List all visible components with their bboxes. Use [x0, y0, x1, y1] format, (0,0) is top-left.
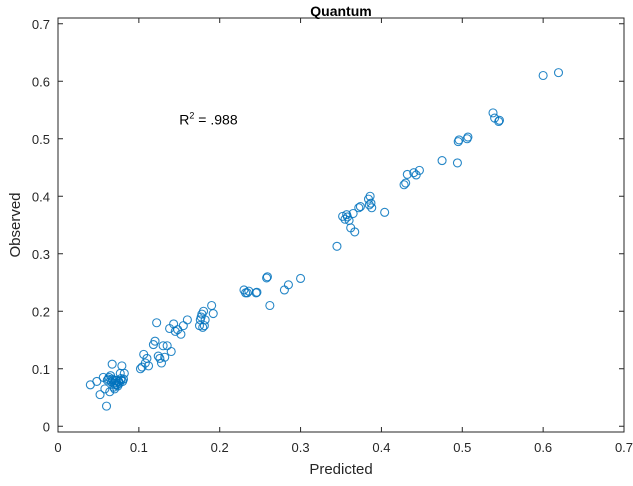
data-point [114, 376, 124, 386]
data-point [414, 165, 424, 175]
data-point [92, 376, 102, 386]
y-tick-label: 0.2 [32, 304, 50, 319]
data-point [399, 180, 409, 190]
y-tick-label: 0.4 [32, 189, 50, 204]
data-point [265, 300, 275, 311]
r2-value: = .988 [194, 111, 237, 127]
data-point [182, 315, 192, 325]
data-point [437, 156, 447, 166]
data-point [150, 336, 160, 346]
data-point [144, 361, 154, 371]
plot-area [57, 17, 625, 433]
r2-superscript: 2 [189, 110, 194, 120]
data-point [242, 288, 252, 298]
data-point [354, 203, 364, 213]
data-point [355, 202, 365, 212]
data-point [152, 318, 162, 328]
data-point [402, 169, 412, 179]
x-tick-label: 0.1 [130, 440, 148, 455]
data-point [262, 272, 272, 282]
y-axis-label: Observed [7, 192, 24, 257]
data-point [140, 358, 150, 368]
data-point [170, 326, 180, 336]
data-point [365, 191, 375, 201]
data-point [401, 178, 411, 188]
x-tick-label: 0.6 [534, 440, 552, 455]
data-point [538, 70, 548, 81]
data-point [95, 390, 105, 400]
data-point [332, 241, 342, 251]
data-point [160, 352, 170, 362]
data-point [338, 211, 348, 221]
data-point [553, 68, 564, 78]
y-tick-label: 0.7 [32, 17, 50, 32]
data-point [494, 116, 504, 127]
data-point [380, 207, 390, 217]
data-point [340, 214, 350, 224]
data-point [199, 321, 209, 331]
y-tick-label: 0.6 [32, 74, 50, 89]
points [85, 68, 564, 411]
x-tick-label: 0.7 [615, 440, 633, 455]
data-point [411, 170, 421, 180]
data-point [158, 341, 168, 351]
data-point [116, 373, 126, 384]
y-tick-label: 0.3 [32, 247, 50, 262]
ticks: 0 0.1 0.2 0.3 0.4 0.5 0.6 0.7 0 0.1 0.2 0.3 0.4 0.5 0.… [32, 17, 633, 455]
data-point [119, 368, 129, 378]
y-tick-label: 0.1 [32, 362, 50, 377]
data-point [296, 273, 306, 284]
data-point [262, 273, 272, 283]
data-point [283, 280, 293, 290]
data-point [366, 198, 376, 208]
data-point [200, 315, 210, 325]
data-point [101, 401, 112, 411]
x-tick-label: 0 [54, 440, 61, 455]
x-tick-label: 0.5 [453, 440, 471, 455]
chart-title: Quantum [310, 3, 371, 19]
data-point [463, 132, 473, 142]
data-point [488, 108, 498, 118]
x-tick-label: 0.2 [211, 440, 229, 455]
data-point [198, 306, 209, 316]
x-tick-label: 0.4 [372, 440, 390, 455]
data-point [100, 384, 110, 394]
data-point [367, 203, 377, 213]
data-point [350, 227, 360, 237]
data-point [252, 287, 262, 297]
data-point [166, 346, 176, 357]
data-point [135, 364, 146, 374]
data-point [409, 168, 419, 178]
r2-prefix: R [179, 111, 189, 127]
data-point [452, 158, 462, 168]
data-point [208, 308, 218, 319]
data-point [348, 208, 358, 219]
x-axis-label: Predicted [309, 461, 372, 478]
data-point [155, 353, 165, 363]
data-point [107, 359, 117, 369]
data-point [364, 200, 374, 210]
y-tick-label: 0.5 [32, 132, 50, 147]
y-tick-label: 0 [43, 419, 50, 434]
x-tick-label: 0.3 [292, 440, 310, 455]
r-squared-annotation: R2 = .988 [179, 110, 238, 127]
data-point [176, 329, 186, 339]
data-point [494, 115, 505, 125]
